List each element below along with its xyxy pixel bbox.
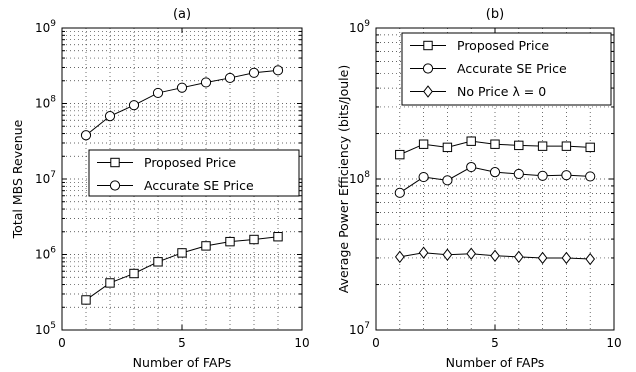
data-point-square [466,136,476,146]
data-point-square [273,232,283,242]
data-point-square [225,236,235,247]
y-axis-label: Average Power Efficiency (bits/Joule) [336,65,351,293]
legend: Proposed Price Accurate SE Price No Price … [401,32,612,106]
data-point-diamond [490,249,500,263]
x-axis-label: Number of FAPs [446,355,545,370]
plot-area [61,27,303,331]
x-tick-label: 10 [606,336,621,350]
data-point-diamond [561,251,572,265]
data-point-square [105,278,115,288]
data-point-circle [248,67,260,78]
legend-label: Proposed Price [457,38,549,53]
y-tick-label: 109 [35,19,56,35]
data-point-circle [394,187,405,198]
legend-label: Proposed Price [144,155,236,170]
data-point-circle [442,175,453,186]
x-tick-label: 5 [491,336,499,350]
chart-panel-a: 0 5 10 105 106 107 108 109 (a) Number of FAPs Tota… [10,7,310,370]
data-point-diamond [513,250,524,264]
plot-area [375,27,615,331]
y-tick-label: 108 [349,170,370,186]
data-point-square [129,268,139,279]
data-point-circle [466,161,477,173]
x-tick-label: 0 [58,336,66,350]
data-point-square [585,142,595,153]
data-point-circle [224,72,236,84]
data-point-square [153,257,163,267]
chart-panel-b: 0 5 10 107 108 109 (b) Number of FAPs Average Po… [336,7,622,370]
data-point-square [81,295,91,305]
data-point-circle [585,171,596,182]
data-point-square [537,141,548,151]
data-point-square [490,139,500,149]
data-point-square [442,142,453,153]
data-point-square [249,234,259,245]
legend-marker-circle [109,180,121,191]
legend-marker-diamond [423,85,433,98]
data-point-circle [513,168,524,180]
y-tick-label: 107 [349,321,370,337]
legend-label: Accurate SE Price [144,178,254,193]
data-point-square [418,139,429,149]
x-tick-label: 0 [372,336,380,350]
data-point-diamond [585,252,596,266]
data-point-circle [537,170,548,181]
data-point-circle [200,77,212,88]
data-point-circle [561,170,572,181]
x-axis-label: Number of FAPs [133,355,232,370]
data-point-square [514,140,524,151]
series-square [395,136,595,160]
y-tick-label: 109 [349,19,370,35]
legend-marker-circle [422,63,434,74]
legend-label: Accurate SE Price [457,61,567,76]
series-circle [80,65,284,141]
legend-marker-square [423,40,433,51]
legend: Proposed Price Accurate SE Price [88,149,300,197]
data-point-square [561,141,572,151]
y-tick-label: 108 [35,95,56,111]
data-point-circle [418,171,429,183]
data-point-diamond [394,250,405,264]
legend-box [88,149,300,197]
series-square [81,232,283,305]
y-tick-label: 107 [35,170,56,186]
data-point-diamond [466,247,477,260]
series-circle [394,161,596,198]
panel-title: (b) [486,7,504,22]
data-point-square [177,248,187,258]
data-point-square [201,241,211,251]
data-point-circle [489,167,501,178]
x-tick-label: 5 [178,336,186,350]
data-point-circle [152,87,164,99]
legend-label: No Price λ = 0 [457,84,546,99]
data-point-square [395,149,405,160]
y-tick-label: 106 [35,246,56,262]
data-point-diamond [537,251,548,265]
data-point-circle [80,130,92,141]
data-point-circle [104,111,116,122]
series-diamond [394,246,596,266]
y-axis-label: Total MBS Revenue [10,119,25,239]
panel-title: (a) [173,7,191,22]
x-tick-label: 10 [294,336,309,350]
data-point-diamond [442,248,453,261]
data-point-circle [272,65,284,76]
y-tick-label: 105 [35,321,56,337]
data-point-circle [128,100,140,111]
data-point-diamond [418,246,429,259]
legend-marker-square [110,157,120,168]
data-point-circle [176,82,188,93]
